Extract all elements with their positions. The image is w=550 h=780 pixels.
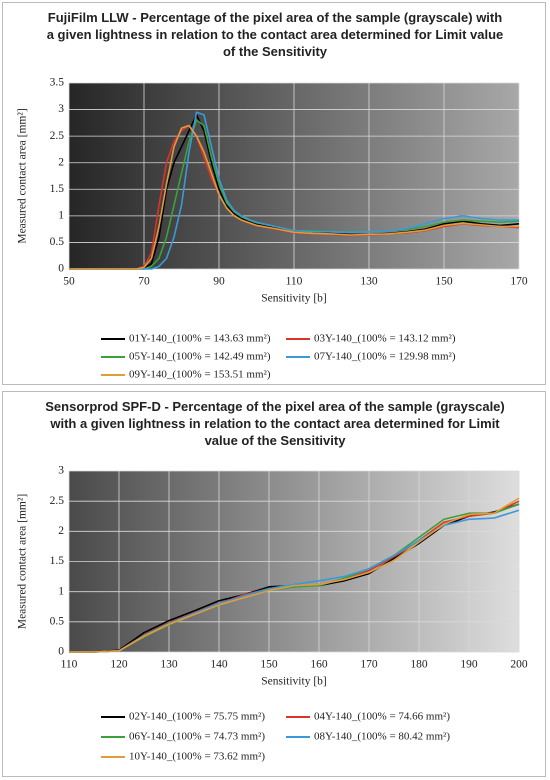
x-tick-label: 130 [360, 276, 378, 288]
x-tick-label: 170 [510, 276, 528, 288]
y-tick-label: 3 [58, 103, 64, 115]
x-tick-label: 50 [63, 276, 75, 288]
y-tick-label: 2.5 [50, 495, 65, 507]
legend-label: 04Y-140_(100% = 74.66 mm²) [314, 711, 450, 723]
y-axis-label: Measured contact area [mm²] [17, 494, 29, 629]
y-tick-label: 2 [58, 525, 64, 537]
x-axis-label: Sensitivity [b] [261, 676, 327, 688]
legend-label: 05Y-140_(100% = 142.49 mm²) [129, 351, 271, 363]
y-tick-label: 0 [58, 263, 64, 275]
x-tick-label: 180 [410, 659, 428, 671]
x-tick-label: 200 [510, 659, 528, 671]
x-tick-label: 190 [460, 659, 478, 671]
x-tick-label: 130 [160, 659, 178, 671]
x-tick-label: 90 [213, 276, 225, 288]
chart-title: Sensorprod SPF-D - Percentage of the pix… [45, 399, 505, 448]
x-axis-label: Sensitivity [b] [261, 293, 327, 305]
chart-title: FujiFilm LLW - Percentage of the pixel a… [46, 10, 504, 59]
y-tick-label: 0.5 [50, 236, 65, 248]
x-tick-label: 120 [110, 659, 128, 671]
y-axis-label: Measured contact area [mm²] [17, 108, 29, 243]
data-line [69, 497, 520, 653]
y-tick-label: 0 [58, 646, 64, 658]
data-line [69, 119, 520, 270]
x-tick-label: 170 [360, 659, 378, 671]
y-tick-label: 1.5 [50, 183, 65, 195]
legend-label: 08Y-140_(100% = 80.42 mm²) [314, 731, 450, 743]
data-line [69, 111, 519, 270]
y-tick-label: 1 [58, 585, 64, 597]
y-tick-label: 0.5 [50, 615, 65, 627]
x-tick-label: 150 [260, 659, 278, 671]
x-tick-label: 140 [210, 659, 228, 671]
legend-label: 01Y-140_(100% = 143.63 mm²) [129, 333, 271, 345]
chart-panel: FujiFilm LLW - Percentage of the pixel a… [2, 2, 546, 385]
y-tick-label: 1.5 [50, 555, 65, 567]
x-tick-label: 110 [286, 276, 303, 288]
legend-label: 02Y-140_(100% = 75.75 mm²) [129, 711, 265, 723]
y-tick-label: 2 [58, 156, 64, 168]
x-tick-label: 160 [310, 659, 328, 671]
legend-label: 10Y-140_(100% = 73.62 mm²) [129, 751, 265, 763]
legend-label: 06Y-140_(100% = 74.73 mm²) [129, 731, 265, 743]
x-tick-label: 110 [61, 659, 78, 671]
x-tick-label: 70 [138, 276, 150, 288]
data-line [69, 124, 519, 270]
legend-label: 03Y-140_(100% = 143.12 mm²) [314, 333, 456, 345]
y-tick-label: 2.5 [50, 130, 65, 142]
x-tick-label: 150 [435, 276, 453, 288]
chart-panel: Sensorprod SPF-D - Percentage of the pix… [2, 391, 546, 777]
y-tick-label: 1 [58, 209, 64, 221]
y-tick-label: 3 [58, 465, 64, 477]
legend-label: 07Y-140_(100% = 129.98 mm²) [314, 351, 456, 363]
y-tick-label: 3.5 [50, 77, 65, 89]
legend-label: 09Y-140_(100% = 153.51 mm²) [129, 369, 271, 381]
chart: 0 0.5 1 1.5 2 2.5 3 3.5 50 70 90 110 130 150 170 Sensit… [17, 77, 528, 381]
chart: 0 0.5 1 1.5 2 2.5 3 110 120 130 140 150 160 170 180 190… [17, 465, 528, 763]
